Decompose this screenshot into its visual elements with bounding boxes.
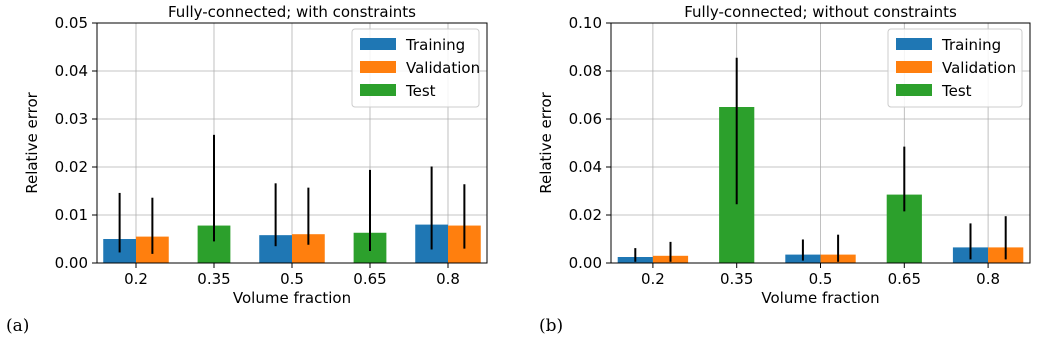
x-tick-label: 0.8 (436, 270, 460, 288)
y-tick-label: 0.10 (569, 14, 602, 32)
chart-panel-a: 0.00 0.01 0.02 0.03 0.04 0.05 0.2 0.35 0.5 0.65 0.… (6, 3, 488, 336)
y-tick-label: 0.08 (569, 62, 602, 80)
legend-label-training: Training (941, 36, 1001, 54)
y-axis-label: Relative error (537, 91, 555, 193)
legend-label-validation: Validation (406, 59, 480, 77)
y-tick-label: 0.04 (569, 158, 602, 176)
legend-swatch-training (896, 38, 932, 50)
chart-panel-b: 0.00 0.02 0.04 0.06 0.08 0.10 0.2 0.35 0.5 0.65 0.… (537, 3, 1031, 336)
x-tick-label: 0.5 (280, 270, 304, 288)
legend-swatch-test (360, 84, 396, 96)
chart-title: Fully-connected; without constraints (684, 3, 957, 21)
legend-swatch-test (896, 84, 932, 96)
x-tick-label: 0.5 (809, 270, 833, 288)
y-axis-label: Relative error (23, 91, 41, 193)
chart-title: Fully-connected; with constraints (168, 3, 416, 21)
x-tick-label: 0.65 (353, 270, 386, 288)
x-tick-label: 0.2 (641, 270, 665, 288)
x-axis-label: Volume fraction (761, 289, 879, 307)
x-tick-label: 0.65 (888, 270, 921, 288)
y-tick-label: 0.02 (55, 158, 88, 176)
legend-label-test: Test (405, 82, 436, 100)
x-tick-label: 0.2 (124, 270, 148, 288)
y-tick-label: 0.01 (55, 206, 88, 224)
y-tick-label: 0.04 (55, 62, 88, 80)
x-axis-label: Volume fraction (233, 289, 351, 307)
y-tick-label: 0.06 (569, 110, 602, 128)
y-tick-label: 0.00 (569, 254, 602, 272)
legend-swatch-training (360, 38, 396, 50)
y-tick-label: 0.05 (55, 14, 88, 32)
y-tick-label: 0.02 (569, 206, 602, 224)
legend-swatch-validation (360, 61, 396, 73)
legend-label-training: Training (405, 36, 465, 54)
x-tick-label: 0.35 (720, 270, 753, 288)
panel-label: (a) (6, 316, 29, 336)
legend-swatch-validation (896, 61, 932, 73)
panel-label: (b) (539, 316, 563, 336)
legend-label-validation: Validation (942, 59, 1016, 77)
x-tick-label: 0.35 (197, 270, 230, 288)
y-tick-label: 0.03 (55, 110, 88, 128)
x-tick-label: 0.8 (976, 270, 1000, 288)
y-tick-label: 0.00 (55, 254, 88, 272)
legend-label-test: Test (941, 82, 972, 100)
